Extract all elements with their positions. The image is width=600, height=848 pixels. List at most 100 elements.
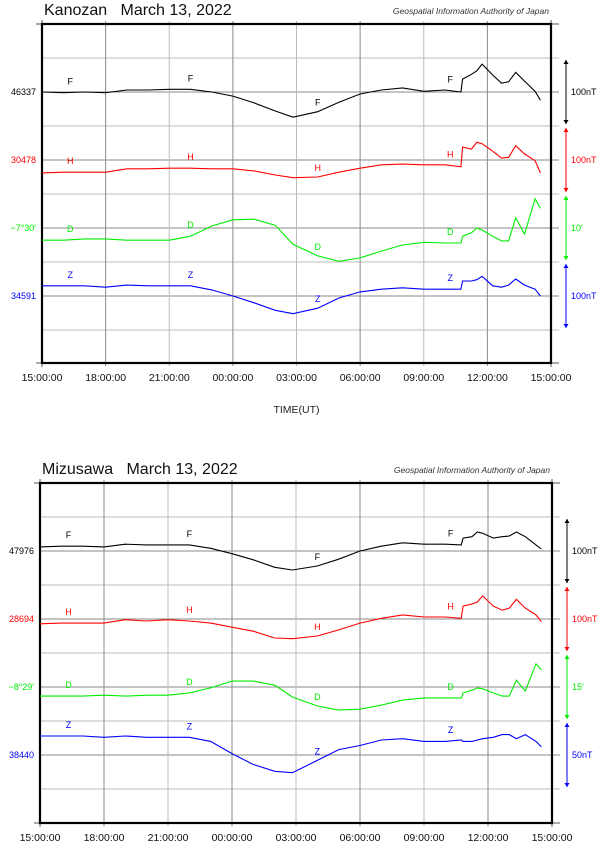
chart-panel-2: Mizusawa March 13, 2022 Geospatial Inform… [8, 461, 598, 844]
series-letter-D: D [187, 220, 194, 230]
series-letter-F: F [448, 75, 454, 85]
x-tick-label: 15:00:00 [20, 832, 61, 844]
series-line-D [40, 662, 542, 711]
scale-label-H: 100nT [572, 614, 598, 624]
series-letter-Z: Z [315, 294, 321, 304]
series-line-Z [40, 733, 542, 774]
series-letter-H: H [186, 605, 193, 615]
x-tick-label: 15:00:00 [532, 832, 573, 844]
credit-text: Geospatial Information Authority of Japa… [393, 6, 549, 16]
x-tick-label: 15:00:00 [531, 372, 572, 384]
arrow-up-icon [563, 196, 569, 200]
x-tick-label: 18:00:00 [85, 372, 126, 384]
series-letter-Z: Z [187, 721, 193, 731]
x-tick-label: 12:00:00 [467, 372, 508, 384]
series-letter-Z: Z [448, 273, 454, 283]
x-tick-label: 15:00:00 [22, 372, 63, 384]
baseline-label-H: 28694 [9, 614, 34, 624]
series-letter-F: F [66, 530, 72, 540]
series-letter-D: D [67, 224, 74, 234]
arrow-down-icon [564, 783, 570, 787]
x-tick-label: 06:00:00 [340, 372, 381, 384]
series-letter-Z: Z [315, 746, 321, 756]
series-line-F [41, 63, 541, 118]
series-letter-H: H [314, 622, 321, 632]
baseline-label-Z: 34591 [11, 291, 36, 301]
x-tick-label: 09:00:00 [404, 832, 445, 844]
series-letter-H: H [187, 152, 194, 162]
plot-frame [38, 481, 554, 825]
series-letter-D: D [186, 677, 193, 687]
series-letter-F: F [188, 73, 194, 83]
arrow-down-icon [563, 324, 569, 328]
series-letter-H: H [314, 163, 321, 173]
x-tick-label: 18:00:00 [84, 832, 125, 844]
series-letter-F: F [315, 552, 321, 562]
scale-label-D: 10′ [571, 223, 583, 233]
baseline-label-D: −8°29′ [8, 682, 34, 692]
arrow-up-icon [564, 723, 570, 727]
scale-label-H: 100nT [571, 155, 597, 165]
scale-label-D: 15′ [572, 682, 584, 692]
series-letter-D: D [65, 680, 72, 690]
arrow-up-icon [564, 655, 570, 659]
arrow-up-icon [564, 587, 570, 591]
x-tick-label: 09:00:00 [403, 372, 444, 384]
chart-title: Kanozan March 13, 2022 [44, 2, 232, 19]
series-letter-H: H [447, 149, 454, 159]
arrow-up-icon [563, 264, 569, 268]
x-tick-label: 12:00:00 [468, 832, 509, 844]
x-tick-label: 21:00:00 [148, 832, 189, 844]
series-letter-Z: Z [68, 270, 74, 280]
series-letter-D: D [447, 227, 454, 237]
series-letter-Z: Z [188, 270, 194, 280]
arrow-down-icon [564, 579, 570, 583]
baseline-label-D: −7°30′ [10, 223, 36, 233]
series-letter-F: F [187, 529, 193, 539]
scale-label-F: 100nT [572, 546, 598, 556]
arrow-up-icon [564, 519, 570, 523]
series-letter-D: D [314, 692, 321, 702]
arrow-down-icon [563, 188, 569, 192]
x-axis-label: TIME(UT) [273, 404, 319, 416]
series-letter-H: H [65, 607, 72, 617]
series-letter-D: D [314, 242, 321, 252]
series-letter-F: F [315, 98, 321, 108]
arrow-down-icon [564, 715, 570, 719]
series-letter-H: H [67, 156, 74, 166]
series-line-H [39, 595, 542, 640]
series-line-F [39, 531, 542, 571]
x-tick-label: 06:00:00 [340, 832, 381, 844]
credit-text: Geospatial Information Authority of Japa… [394, 465, 550, 475]
series-letter-F: F [68, 76, 74, 86]
baseline-label-F: 47976 [9, 546, 34, 556]
series-letter-Z: Z [448, 725, 454, 735]
baseline-label-Z: 38440 [9, 750, 34, 760]
scale-label-Z: 100nT [571, 291, 597, 301]
arrow-up-icon [563, 128, 569, 132]
baseline-label-F: 46337 [11, 87, 36, 97]
arrow-down-icon [564, 647, 570, 651]
scale-label-Z: 50nT [572, 750, 593, 760]
series-line-D [42, 197, 541, 262]
scale-label-F: 100nT [571, 87, 597, 97]
plot-frame [40, 22, 553, 365]
series-letter-H: H [447, 601, 454, 611]
series-letter-D: D [447, 682, 454, 692]
series-line-Z [42, 275, 541, 315]
x-tick-label: 00:00:00 [212, 372, 253, 384]
arrow-down-icon [563, 120, 569, 124]
arrow-down-icon [563, 256, 569, 260]
arrow-up-icon [563, 60, 569, 64]
chart-title: Mizusawa March 13, 2022 [42, 461, 238, 478]
x-tick-label: 00:00:00 [212, 832, 253, 844]
series-letter-Z: Z [66, 720, 72, 730]
x-tick-label: 21:00:00 [149, 372, 190, 384]
series-line-H [41, 141, 541, 179]
series-letter-F: F [448, 528, 454, 538]
x-tick-label: 03:00:00 [276, 372, 317, 384]
chart-panel-1: Kanozan March 13, 2022 Geospatial Informa… [10, 2, 597, 416]
x-tick-label: 03:00:00 [276, 832, 317, 844]
baseline-label-H: 30478 [11, 155, 36, 165]
